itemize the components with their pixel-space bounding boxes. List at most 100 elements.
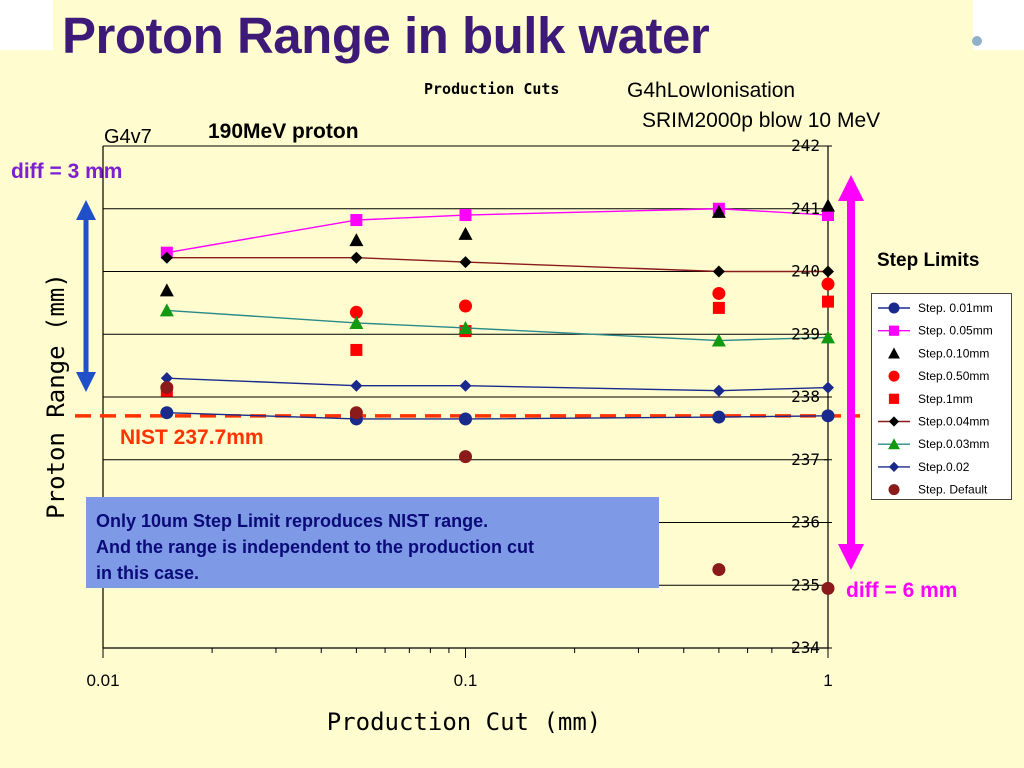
diff-arrows xyxy=(76,175,864,570)
series-line xyxy=(166,208,829,254)
data-point xyxy=(160,251,173,264)
note-line-2: And the range is independent to the prod… xyxy=(96,537,534,557)
legend-label: Step. Default xyxy=(918,483,988,497)
data-point xyxy=(459,256,472,269)
legend-label: Step.1mm xyxy=(918,392,973,406)
data-point xyxy=(160,406,174,420)
data-point xyxy=(888,347,900,359)
x-tick-label: 1 xyxy=(823,671,832,690)
data-point xyxy=(349,315,364,329)
data-point xyxy=(821,198,835,212)
data-point xyxy=(160,381,174,395)
data-point xyxy=(822,381,834,394)
title-area xyxy=(53,0,973,78)
legend-item: Step.0.04mm xyxy=(878,415,989,429)
legend-item: Step.1mm xyxy=(888,392,973,406)
legend-entries: Step. 0.01mm Step. 0.05mm Step.0.10mm Step.… xyxy=(878,301,993,497)
series-line xyxy=(166,377,829,392)
series-line xyxy=(166,256,828,273)
data-point xyxy=(160,372,173,385)
step-limits-label: Step Limits xyxy=(877,250,980,271)
chart-series xyxy=(159,198,835,595)
data-point xyxy=(822,209,834,222)
y-tick-label: 240 xyxy=(791,262,820,281)
data-point xyxy=(888,370,900,382)
x-axis-title: Production Cut (mm) xyxy=(327,708,602,736)
production-cuts-label: Production Cuts xyxy=(424,80,560,98)
data-point xyxy=(350,251,363,264)
diff-3mm-arrow xyxy=(76,200,96,392)
data-point xyxy=(349,233,364,247)
legend-item: Step. 0.05mm xyxy=(878,324,993,338)
data-point xyxy=(350,343,363,356)
x-tick-label: 0.1 xyxy=(454,671,478,690)
data-point xyxy=(888,484,900,496)
data-point xyxy=(711,204,726,218)
data-point xyxy=(888,393,900,404)
arrow-head xyxy=(838,544,864,570)
data-point xyxy=(350,379,363,392)
legend-label: Step.0.03mm xyxy=(918,437,989,451)
legend-label: Step.0.50mm xyxy=(918,369,989,383)
data-point xyxy=(459,299,472,313)
diff-6mm-label: diff = 6 mm xyxy=(846,579,958,602)
legend-item: Step.0.10mm xyxy=(888,346,989,360)
series xyxy=(160,381,835,595)
x-tick-label: 0.01 xyxy=(86,671,119,690)
y-tick-label: 241 xyxy=(791,199,820,218)
data-point xyxy=(712,265,725,278)
data-point xyxy=(888,438,900,450)
series xyxy=(159,303,835,347)
chart-legend: Step. 0.01mm Step. 0.05mm Step.0.10mm Step.… xyxy=(871,293,1012,500)
y-tick-label: 236 xyxy=(791,513,820,532)
y-tick-label: 235 xyxy=(791,575,820,594)
data-point xyxy=(712,410,726,424)
data-point xyxy=(888,325,900,336)
legend-item: Step.0.50mm xyxy=(888,369,989,383)
legend-label: Step.0.10mm xyxy=(918,346,989,360)
legend-label: Step.0.02 xyxy=(918,460,970,474)
data-point xyxy=(349,305,363,319)
series xyxy=(160,251,834,278)
srim-label: SRIM2000p blow 10 MeV xyxy=(642,109,881,132)
data-point xyxy=(822,295,834,308)
data-point xyxy=(459,209,472,222)
y-tick-label: 239 xyxy=(791,324,820,343)
data-point xyxy=(350,214,363,227)
y-tick-label: 237 xyxy=(791,450,820,469)
y-tick-label: 242 xyxy=(791,136,820,155)
y-tick-label: 238 xyxy=(791,387,820,406)
y-axis-title: Proton Range (mm) xyxy=(42,273,70,519)
data-point xyxy=(821,581,835,595)
series xyxy=(160,202,834,259)
note-line-3: in this case. xyxy=(96,563,200,583)
data-point xyxy=(821,277,835,291)
data-point xyxy=(822,265,834,278)
slide-title: Proton Range in bulk water xyxy=(62,7,710,64)
legend-item: Step.0.02 xyxy=(878,460,970,474)
legend-label: Step.0.04mm xyxy=(918,415,989,429)
data-point xyxy=(711,333,726,347)
series xyxy=(159,198,835,297)
arrow-head xyxy=(76,200,96,220)
data-point xyxy=(459,379,472,392)
nist-label: NIST 237.7mm xyxy=(120,426,264,449)
data-point xyxy=(712,563,726,577)
data-point xyxy=(159,283,174,297)
chart-tick-labels: 234 235 236 237 238 239 240 241 242 0.01 0.1 1 xyxy=(86,136,832,690)
data-point xyxy=(349,406,363,420)
legend-item: Step. Default xyxy=(888,483,988,497)
data-point xyxy=(821,409,835,423)
arrow-head xyxy=(76,372,96,392)
arrow-head xyxy=(838,175,864,201)
legend-item: Step. 0.01mm xyxy=(878,301,993,315)
data-point xyxy=(458,320,473,334)
note-box: Only 10um Step Limit reproduces NIST ran… xyxy=(86,497,659,588)
data-point xyxy=(712,286,726,300)
data-point xyxy=(888,461,900,472)
legend-label: Step. 0.01mm xyxy=(918,301,993,315)
data-point xyxy=(459,412,472,426)
proton-energy-label: 190MeV proton xyxy=(208,120,359,143)
diff-6mm-arrow xyxy=(838,175,864,570)
